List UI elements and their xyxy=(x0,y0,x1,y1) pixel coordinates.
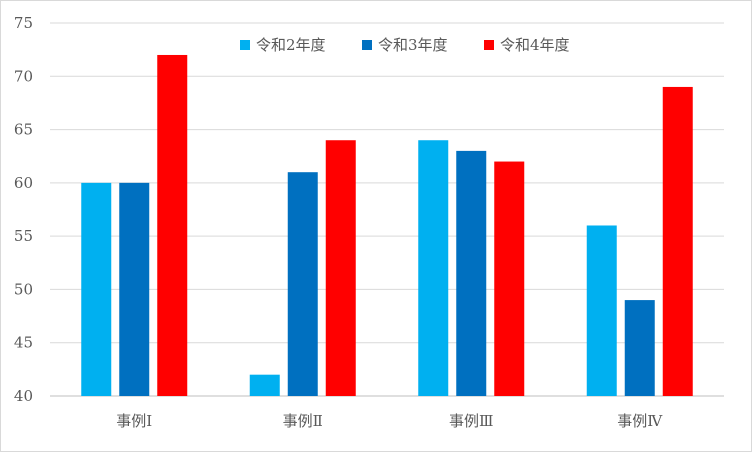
y-tick-label: 60 xyxy=(14,174,33,192)
legend-label: 令和3年度 xyxy=(378,36,448,54)
bar xyxy=(325,140,356,396)
bar xyxy=(586,225,617,396)
bars xyxy=(81,54,693,396)
bar xyxy=(624,300,655,396)
bar xyxy=(418,140,449,396)
x-axis-category-labels: 事例Ⅰ 事例Ⅱ 事例Ⅲ 事例Ⅳ xyxy=(116,412,663,430)
legend-swatch xyxy=(240,40,250,50)
legend-swatch xyxy=(484,40,494,50)
x-category-label: 事例Ⅰ xyxy=(116,412,152,430)
y-axis-tick-labels: 40 45 50 55 60 65 70 75 xyxy=(14,14,33,405)
gridlines xyxy=(50,22,724,397)
y-tick-label: 55 xyxy=(14,227,33,245)
x-category-label: 事例Ⅲ xyxy=(449,412,493,430)
y-tick-label: 40 xyxy=(14,387,33,405)
x-category-label: 事例Ⅳ xyxy=(617,412,663,430)
legend-swatch xyxy=(362,40,372,50)
y-tick-label: 70 xyxy=(14,67,33,85)
bar xyxy=(662,86,693,396)
legend-label: 令和2年度 xyxy=(256,36,326,54)
legend-label: 令和4年度 xyxy=(500,36,570,54)
bar xyxy=(249,374,280,396)
bar xyxy=(494,161,525,396)
y-tick-label: 45 xyxy=(14,334,33,352)
y-tick-label: 75 xyxy=(14,14,33,32)
bar xyxy=(456,150,487,396)
bar xyxy=(119,182,150,396)
x-category-label: 事例Ⅱ xyxy=(283,412,323,430)
bar xyxy=(157,54,188,396)
legend: 令和2年度 令和3年度 令和4年度 xyxy=(240,36,570,54)
y-tick-label: 50 xyxy=(14,280,33,298)
bar xyxy=(287,172,318,396)
y-tick-label: 65 xyxy=(14,121,33,139)
bar xyxy=(81,182,112,396)
